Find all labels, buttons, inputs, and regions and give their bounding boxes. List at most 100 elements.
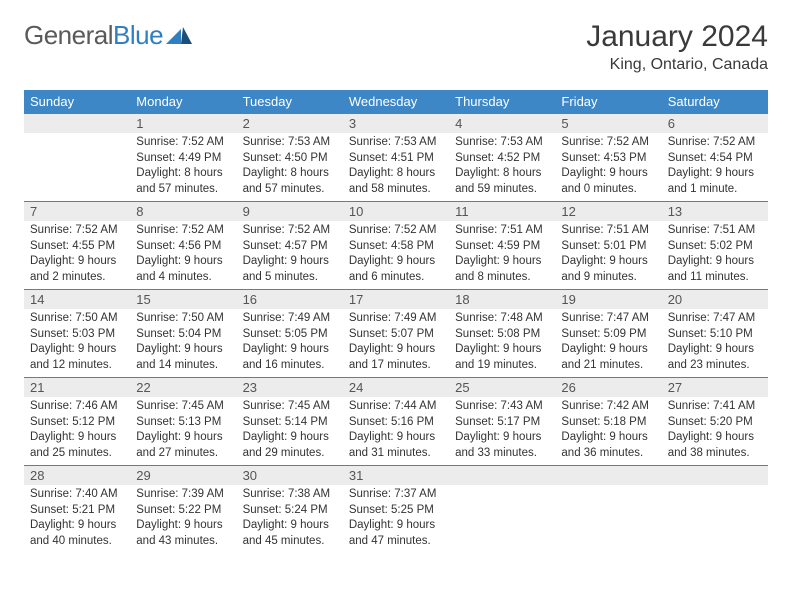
day-cell: Sunrise: 7:45 AMSunset: 5:13 PMDaylight:… [130,397,236,466]
day-number [662,466,768,486]
day-number: 8 [130,202,236,222]
logo-mark-icon [166,20,192,51]
daylight-text: Daylight: 9 hours and 19 minutes. [455,342,549,373]
sunrise-text: Sunrise: 7:52 AM [30,223,124,239]
sunset-text: Sunset: 4:54 PM [668,151,762,167]
day-cell: Sunrise: 7:52 AMSunset: 4:55 PMDaylight:… [24,221,130,290]
sunset-text: Sunset: 4:55 PM [30,239,124,255]
day-cell: Sunrise: 7:52 AMSunset: 4:58 PMDaylight:… [343,221,449,290]
day-number: 23 [237,378,343,398]
sunrise-text: Sunrise: 7:40 AM [30,487,124,503]
daylight-text: Daylight: 8 hours and 57 minutes. [243,166,337,197]
day-cell: Sunrise: 7:37 AMSunset: 5:25 PMDaylight:… [343,485,449,553]
daylight-text: Daylight: 8 hours and 58 minutes. [349,166,443,197]
daylight-text: Daylight: 9 hours and 27 minutes. [136,430,230,461]
day-header: Wednesday [343,90,449,114]
sunrise-text: Sunrise: 7:41 AM [668,399,762,415]
day-number: 11 [449,202,555,222]
day-number-row: 78910111213 [24,202,768,222]
day-number: 22 [130,378,236,398]
sunset-text: Sunset: 5:08 PM [455,327,549,343]
daylight-text: Daylight: 9 hours and 14 minutes. [136,342,230,373]
day-cell: Sunrise: 7:51 AMSunset: 5:01 PMDaylight:… [555,221,661,290]
sunrise-text: Sunrise: 7:49 AM [349,311,443,327]
sunset-text: Sunset: 5:10 PM [668,327,762,343]
sunset-text: Sunset: 4:56 PM [136,239,230,255]
daylight-text: Daylight: 9 hours and 38 minutes. [668,430,762,461]
sunset-text: Sunset: 5:12 PM [30,415,124,431]
day-cell: Sunrise: 7:48 AMSunset: 5:08 PMDaylight:… [449,309,555,378]
day-number: 6 [662,114,768,134]
daylight-text: Daylight: 9 hours and 12 minutes. [30,342,124,373]
daylight-text: Daylight: 9 hours and 9 minutes. [561,254,655,285]
day-cell [662,485,768,553]
daylight-text: Daylight: 9 hours and 31 minutes. [349,430,443,461]
sunrise-text: Sunrise: 7:48 AM [455,311,549,327]
day-number [555,466,661,486]
day-cell: Sunrise: 7:44 AMSunset: 5:16 PMDaylight:… [343,397,449,466]
day-cell: Sunrise: 7:50 AMSunset: 5:03 PMDaylight:… [24,309,130,378]
sunset-text: Sunset: 5:21 PM [30,503,124,519]
daylight-text: Daylight: 9 hours and 33 minutes. [455,430,549,461]
day-cell [555,485,661,553]
daylight-text: Daylight: 9 hours and 17 minutes. [349,342,443,373]
sunset-text: Sunset: 4:58 PM [349,239,443,255]
day-header: Sunday [24,90,130,114]
day-number: 26 [555,378,661,398]
sunrise-text: Sunrise: 7:39 AM [136,487,230,503]
day-number: 24 [343,378,449,398]
sunrise-text: Sunrise: 7:52 AM [349,223,443,239]
sunset-text: Sunset: 4:52 PM [455,151,549,167]
sunset-text: Sunset: 5:07 PM [349,327,443,343]
sunrise-text: Sunrise: 7:50 AM [136,311,230,327]
sunset-text: Sunset: 5:20 PM [668,415,762,431]
daylight-text: Daylight: 9 hours and 5 minutes. [243,254,337,285]
day-header: Thursday [449,90,555,114]
day-number: 17 [343,290,449,310]
day-cell: Sunrise: 7:49 AMSunset: 5:05 PMDaylight:… [237,309,343,378]
day-number: 29 [130,466,236,486]
sunrise-text: Sunrise: 7:53 AM [349,135,443,151]
day-cell: Sunrise: 7:42 AMSunset: 5:18 PMDaylight:… [555,397,661,466]
day-number-row: 21222324252627 [24,378,768,398]
day-number-row: 14151617181920 [24,290,768,310]
day-number: 15 [130,290,236,310]
sunrise-text: Sunrise: 7:47 AM [668,311,762,327]
daylight-text: Daylight: 9 hours and 25 minutes. [30,430,124,461]
sunrise-text: Sunrise: 7:51 AM [455,223,549,239]
sunrise-text: Sunrise: 7:38 AM [243,487,337,503]
sunset-text: Sunset: 5:14 PM [243,415,337,431]
daylight-text: Daylight: 9 hours and 1 minute. [668,166,762,197]
day-cell [24,133,130,202]
day-number: 27 [662,378,768,398]
daylight-text: Daylight: 9 hours and 16 minutes. [243,342,337,373]
day-cell: Sunrise: 7:51 AMSunset: 5:02 PMDaylight:… [662,221,768,290]
day-body-row: Sunrise: 7:40 AMSunset: 5:21 PMDaylight:… [24,485,768,553]
sunrise-text: Sunrise: 7:43 AM [455,399,549,415]
sunset-text: Sunset: 5:05 PM [243,327,337,343]
sunset-text: Sunset: 5:16 PM [349,415,443,431]
day-cell: Sunrise: 7:46 AMSunset: 5:12 PMDaylight:… [24,397,130,466]
sunrise-text: Sunrise: 7:47 AM [561,311,655,327]
sunrise-text: Sunrise: 7:52 AM [136,135,230,151]
sunset-text: Sunset: 4:53 PM [561,151,655,167]
daylight-text: Daylight: 9 hours and 29 minutes. [243,430,337,461]
sunset-text: Sunset: 5:13 PM [136,415,230,431]
daylight-text: Daylight: 9 hours and 40 minutes. [30,518,124,549]
day-cell: Sunrise: 7:52 AMSunset: 4:54 PMDaylight:… [662,133,768,202]
sunrise-text: Sunrise: 7:51 AM [668,223,762,239]
sunset-text: Sunset: 4:49 PM [136,151,230,167]
day-number: 7 [24,202,130,222]
day-number: 18 [449,290,555,310]
sunrise-text: Sunrise: 7:52 AM [243,223,337,239]
day-number: 14 [24,290,130,310]
daylight-text: Daylight: 9 hours and 6 minutes. [349,254,443,285]
day-number: 3 [343,114,449,134]
sunrise-text: Sunrise: 7:52 AM [561,135,655,151]
day-body-row: Sunrise: 7:50 AMSunset: 5:03 PMDaylight:… [24,309,768,378]
sunset-text: Sunset: 5:22 PM [136,503,230,519]
day-number: 2 [237,114,343,134]
day-cell: Sunrise: 7:53 AMSunset: 4:52 PMDaylight:… [449,133,555,202]
day-number: 21 [24,378,130,398]
sunset-text: Sunset: 5:04 PM [136,327,230,343]
